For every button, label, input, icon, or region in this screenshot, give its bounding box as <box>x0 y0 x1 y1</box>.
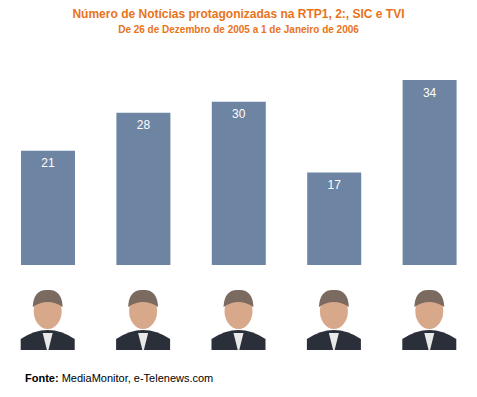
html-text:De 26 de Dezembro de 2005 a 1: De 26 de Dezembro de 2005 a 1 de Janeiro… <box>118 24 359 35</box>
html-text:Número de Notícias protagoniza: Número de Notícias protagonizadas na RTP… <box>72 7 405 21</box>
svg-text:21: 21 <box>41 156 55 170</box>
svg-text:28: 28 <box>137 118 151 132</box>
svg-text:34: 34 <box>423 86 437 100</box>
html-text:Fonte: MediaMonitor, e-Telenew: Fonte: MediaMonitor, e-Telenews.com <box>25 372 214 384</box>
svg-text:17: 17 <box>328 178 342 192</box>
svg-text:30: 30 <box>232 107 246 121</box>
